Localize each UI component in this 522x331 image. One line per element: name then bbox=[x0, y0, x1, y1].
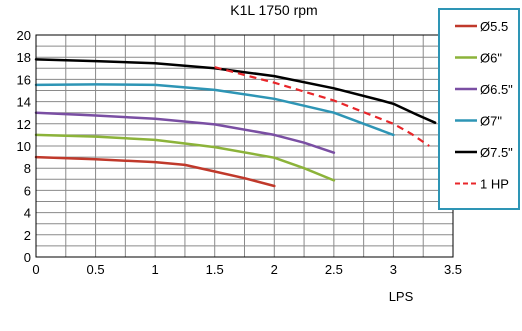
chart-title: K1L 1750 rpm bbox=[230, 2, 317, 18]
series-line bbox=[214, 66, 430, 147]
x-tick-label: 1 bbox=[152, 262, 159, 277]
legend: Ø5.5 Ø6" Ø6.5" Ø7" Ø7.5" 1 HP bbox=[438, 8, 520, 210]
x-tick-label: 2.5 bbox=[325, 262, 343, 277]
y-tick-label: 18 bbox=[17, 50, 31, 65]
x-tick-label: 2 bbox=[271, 262, 278, 277]
series-line bbox=[34, 133, 336, 182]
legend-label: Ø7" bbox=[480, 114, 502, 129]
series-line bbox=[34, 83, 395, 137]
y-tick-label: 20 bbox=[17, 28, 31, 43]
legend-label: 1 HP bbox=[480, 177, 509, 192]
x-tick-label: 0.5 bbox=[87, 262, 105, 277]
legend-label: Ø5.5 bbox=[480, 19, 508, 34]
legend-box bbox=[438, 8, 520, 210]
axis-ticks: 0 2 4 6 8 10 12 14 16 18 20 0 0.5 1 1.5 2 2.5 3 3.5 bbox=[17, 28, 463, 277]
x-tick-label: 1.5 bbox=[206, 262, 224, 277]
x-axis-title: LPS bbox=[389, 289, 414, 304]
y-tick-label: 6 bbox=[24, 183, 31, 198]
series-lines bbox=[34, 58, 437, 188]
series-line bbox=[34, 111, 336, 154]
legend-label: Ø6" bbox=[480, 51, 502, 66]
legend-label: Ø7.5" bbox=[480, 145, 513, 160]
y-tick-label: 14 bbox=[17, 95, 31, 110]
y-tick-label: 12 bbox=[17, 117, 31, 132]
series-line bbox=[34, 58, 437, 124]
x-tick-label: 0 bbox=[32, 262, 39, 277]
legend-label: Ø6.5" bbox=[480, 82, 513, 97]
y-tick-label: 4 bbox=[24, 206, 31, 221]
x-tick-label: 3 bbox=[390, 262, 397, 277]
y-tick-label: 0 bbox=[24, 250, 31, 265]
x-tick-label: 3.5 bbox=[444, 262, 462, 277]
y-tick-label: 10 bbox=[17, 139, 31, 154]
y-tick-label: 16 bbox=[17, 72, 31, 87]
y-tick-label: 2 bbox=[24, 228, 31, 243]
y-tick-label: 8 bbox=[24, 161, 31, 176]
grid bbox=[35, 34, 454, 258]
series-line bbox=[34, 155, 276, 188]
